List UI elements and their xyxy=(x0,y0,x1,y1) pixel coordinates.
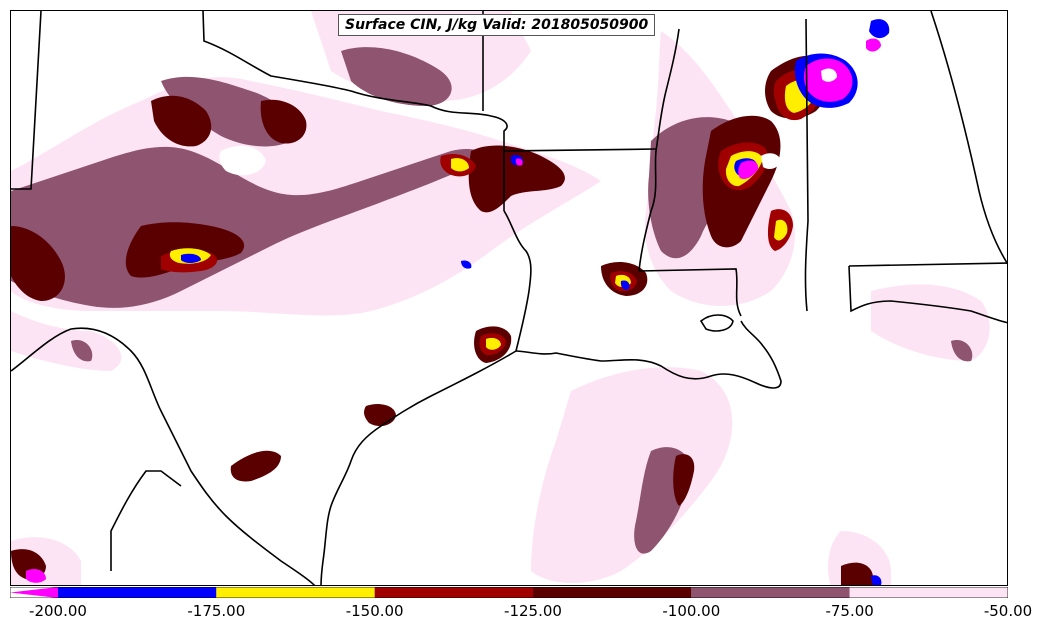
cin-map xyxy=(11,11,1007,585)
la-ms-border xyxy=(638,268,742,317)
texas-oklahoma-border xyxy=(11,11,42,190)
map-title: Surface CIN, J/kg Valid: 201805050900 xyxy=(338,14,656,36)
ar-la-border xyxy=(503,148,657,152)
colorbar xyxy=(10,587,1008,598)
colorbar-bin xyxy=(691,587,850,598)
mexico-border-segment xyxy=(110,470,182,571)
cin-white-holes xyxy=(219,68,837,176)
map-area xyxy=(10,10,1008,586)
gulf-coast xyxy=(515,320,782,389)
al-fl-border xyxy=(848,262,1007,267)
sabine-river xyxy=(503,210,532,352)
red-river-border xyxy=(202,11,508,211)
colorbar-tick-label: -125.00 xyxy=(504,602,562,620)
colorbar-bin xyxy=(533,587,692,598)
ms-al-border xyxy=(804,18,809,312)
colorbar-tick-label: -175.00 xyxy=(187,602,246,620)
texas-coast xyxy=(320,350,517,585)
al-ga-border xyxy=(930,11,1007,265)
colorbar-tick-label: -150.00 xyxy=(345,602,404,620)
mississippi-river xyxy=(638,28,680,272)
lake-pontchartrain xyxy=(699,314,734,332)
colorbar-bin xyxy=(374,587,533,598)
rio-grande xyxy=(11,327,316,585)
colorbar-bin xyxy=(58,587,217,598)
colorbar-tick-label: -50.00 xyxy=(983,602,1033,620)
colorbar-tick-label: -75.00 xyxy=(825,602,874,620)
colorbar-bin xyxy=(849,587,1008,598)
colorbar-bin xyxy=(216,587,375,598)
colorbar-tick-label: -100.00 xyxy=(662,602,721,620)
florida-panhandle xyxy=(848,265,1007,324)
colorbar-under-triangle xyxy=(10,587,58,598)
colorbar-tick-label: -200.00 xyxy=(29,602,87,620)
